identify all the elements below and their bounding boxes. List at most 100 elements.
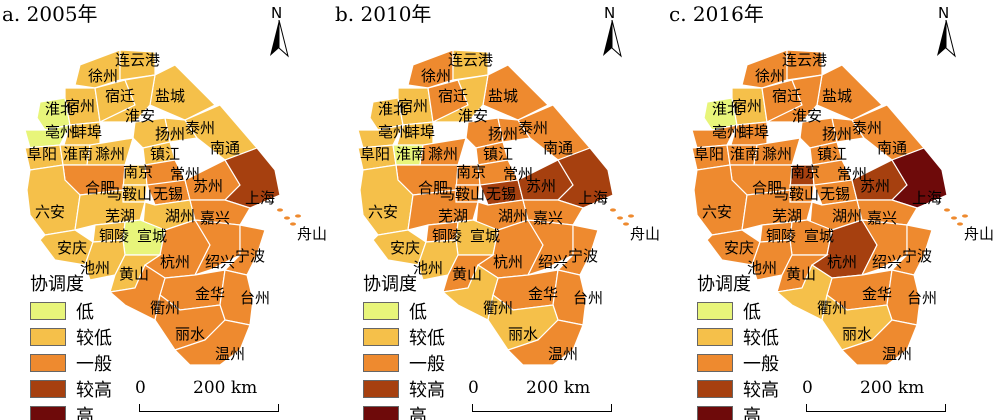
- north-arrow-shape: [603, 20, 622, 58]
- city-label: 马鞍山: [107, 185, 153, 203]
- legend-label: 一般: [409, 354, 445, 375]
- legend-swatch: [363, 380, 399, 398]
- region-芜湖: [741, 189, 813, 231]
- legend-swatch: [697, 328, 733, 346]
- city-label: 扬州: [155, 125, 186, 143]
- city-label: 池州: [80, 259, 111, 277]
- scale-distance: 200 km: [860, 378, 925, 398]
- city-label: 宿迁: [772, 87, 803, 105]
- north-label: N: [271, 4, 283, 22]
- city-label: 南京: [456, 163, 487, 181]
- scale-bar: 0 200 km: [135, 378, 285, 414]
- city-label: 上海: [245, 189, 276, 207]
- city-label: 南通: [543, 139, 574, 157]
- city-label: 衢州: [483, 299, 514, 317]
- city-label: 温州: [548, 345, 579, 363]
- region-衢州: [441, 264, 499, 321]
- legend: 协调度低较低 一般 较高高: [697, 270, 779, 420]
- city-label: 池州: [747, 259, 778, 277]
- city-label: 安庆: [57, 239, 88, 257]
- city-label: 淮安: [458, 107, 489, 125]
- legend-item: 较低: [697, 324, 779, 350]
- city-label: 丽水: [175, 325, 206, 343]
- city-label: 宣城: [137, 227, 168, 245]
- legend-label: 低: [409, 302, 427, 323]
- city-label: 温州: [215, 345, 246, 363]
- legend-swatch: [30, 302, 66, 320]
- city-label: 亳州: [45, 123, 76, 141]
- city-label: 池州: [413, 259, 444, 277]
- city-label: 安庆: [724, 239, 755, 257]
- city-label: 六安: [35, 203, 66, 221]
- city-label: 合肥: [85, 179, 116, 197]
- city-label: 宿州: [732, 97, 763, 115]
- region-map: [24, 49, 301, 366]
- scale-distance: 200 km: [193, 378, 258, 398]
- region-嘉兴: [189, 199, 251, 226]
- region-温州: [840, 319, 918, 366]
- city-label: 淮南: [730, 145, 761, 163]
- city-label: 镇江: [150, 145, 181, 163]
- city-label: 盐城: [488, 87, 519, 105]
- legend-swatch: [363, 354, 399, 372]
- zhoushan-island: [610, 208, 616, 212]
- city-label: 舟山: [964, 225, 995, 243]
- city-label: 黄山: [452, 265, 483, 283]
- map-panel: b. 2010年 徐州 连云港 淮北 宿州 宿迁 盐城 亳州 蚌埠 淮安 扬州 泰州 阜阳 淮南 滁州 镇江南…: [333, 0, 666, 420]
- north-label: N: [604, 4, 616, 22]
- scale-line: [139, 404, 279, 412]
- city-label: 苏州: [193, 177, 224, 195]
- city-label: 南京: [790, 163, 821, 181]
- city-label: 淮安: [125, 107, 156, 125]
- city-label: 蚌埠: [72, 123, 103, 141]
- city-label: 镇江: [817, 145, 848, 163]
- region-徐州: [74, 49, 121, 89]
- city-label: 徐州: [755, 67, 786, 85]
- city-label: 盐城: [822, 87, 853, 105]
- legend-item: 高: [30, 402, 112, 420]
- city-label: 南京: [123, 163, 154, 181]
- region-衢州: [108, 264, 166, 321]
- region-嘉兴: [856, 199, 918, 226]
- scale-bar: 0 200 km: [802, 378, 952, 414]
- city-label: 阜阳: [694, 145, 725, 163]
- city-label: 盐城: [155, 87, 186, 105]
- city-label: 丽水: [508, 325, 539, 343]
- north-arrow-icon: N: [599, 4, 625, 60]
- city-label: 绍兴: [872, 253, 903, 271]
- city-label: 台州: [907, 289, 938, 307]
- zhoushan-island: [290, 222, 296, 226]
- city-label: 滁州: [762, 145, 793, 163]
- city-label: 黄山: [119, 265, 150, 283]
- city-label: 黄山: [786, 265, 817, 283]
- city-label: 金华: [195, 285, 226, 303]
- city-label: 宿迁: [438, 87, 469, 105]
- city-label: 绍兴: [538, 253, 569, 271]
- city-label: 宣城: [470, 227, 501, 245]
- city-label: 上海: [912, 189, 943, 207]
- legend-swatch: [30, 328, 66, 346]
- legend-item: 低: [30, 298, 112, 324]
- city-label: 淮北: [378, 100, 409, 118]
- city-label: 嘉兴: [533, 209, 564, 227]
- city-label: 杭州: [827, 253, 858, 271]
- legend-swatch: [30, 354, 66, 372]
- city-label: 无锡: [820, 185, 851, 203]
- legend-item: 一般: [697, 350, 779, 376]
- zhoushan-island: [623, 222, 629, 226]
- city-label: 徐州: [421, 67, 452, 85]
- zhoushan-island: [951, 216, 957, 220]
- north-arrow-icon: N: [266, 4, 292, 60]
- city-label: 嘉兴: [867, 209, 898, 227]
- legend-swatch: [30, 406, 66, 420]
- city-label: 苏州: [526, 177, 557, 195]
- city-label: 亳州: [378, 123, 409, 141]
- panel-title: b. 2010年: [335, 2, 432, 26]
- scale-zero: 0: [135, 378, 146, 398]
- legend-label: 高: [743, 406, 761, 420]
- region-map: [691, 49, 968, 366]
- city-label: 衢州: [817, 299, 848, 317]
- legend-swatch: [697, 302, 733, 320]
- region-温州: [173, 319, 251, 366]
- city-label: 嘉兴: [200, 209, 231, 227]
